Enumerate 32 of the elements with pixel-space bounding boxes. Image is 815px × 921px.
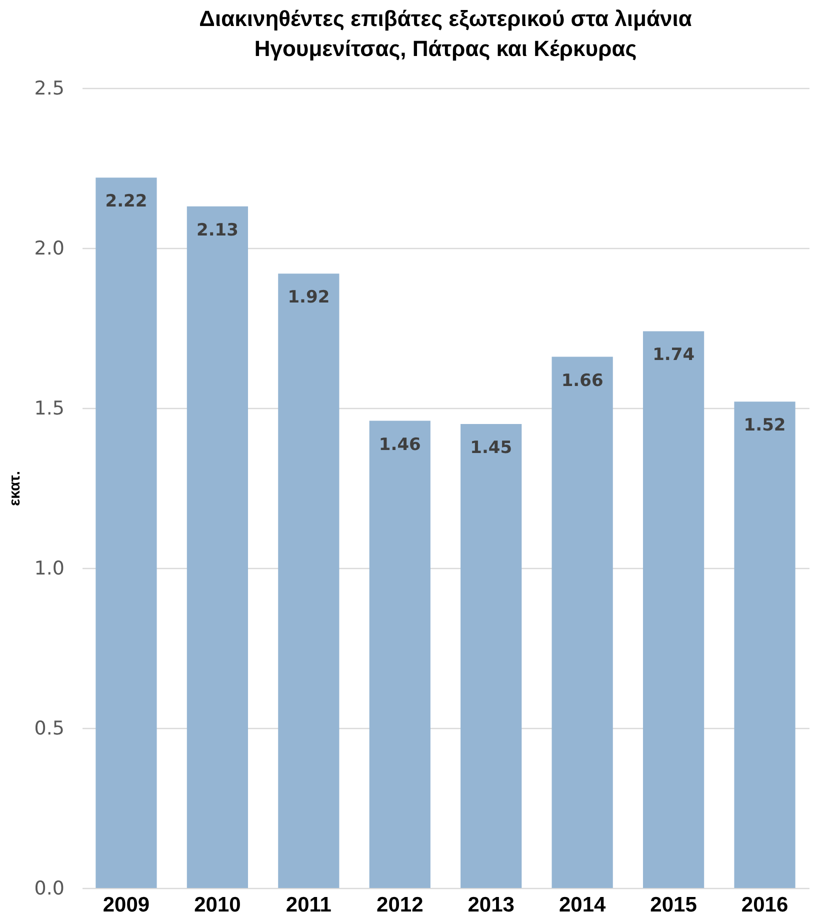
bar xyxy=(186,206,248,888)
data-label: 1.92 xyxy=(288,288,330,308)
x-tick-label: 2011 xyxy=(286,894,332,916)
y-tick-label: 2.5 xyxy=(34,78,64,100)
chart-title: Διακινηθέντες επιβάτες εξωτερικού στα λιμάνια Ηγουμενίτσας, Πάτρας και Κέρκυρας xyxy=(199,6,692,61)
x-tick-label: 2014 xyxy=(558,894,606,916)
data-label: 1.52 xyxy=(744,416,786,436)
bar xyxy=(642,331,704,888)
x-tick-label: 2016 xyxy=(741,894,788,916)
data-label: 2.13 xyxy=(196,220,238,240)
data-label: 1.46 xyxy=(378,434,421,455)
y-tick-label: 1.0 xyxy=(34,558,64,580)
bar xyxy=(278,274,340,888)
y-tick-label: 1.5 xyxy=(34,398,64,420)
x-tick-label: 2013 xyxy=(468,894,514,916)
x-tick-label: 2009 xyxy=(102,894,150,916)
data-label: 1.45 xyxy=(470,438,512,458)
bar xyxy=(460,424,522,888)
data-label: 1.66 xyxy=(561,370,604,391)
bar xyxy=(552,356,613,888)
data-label: 2.22 xyxy=(105,192,148,212)
y-tick-label: 0.5 xyxy=(34,718,64,740)
bar xyxy=(734,402,796,888)
data-label: 1.74 xyxy=(652,345,695,366)
x-tick-label: 2012 xyxy=(376,894,424,916)
y-axis-title: εκατ. xyxy=(6,470,24,506)
y-tick-label: 0.0 xyxy=(34,878,64,900)
y-tick-label: 2.0 xyxy=(34,238,64,260)
x-tick-label: 2015 xyxy=(650,894,698,916)
bar xyxy=(369,420,430,888)
bar xyxy=(96,178,157,888)
x-tick-label: 2010 xyxy=(194,894,241,916)
